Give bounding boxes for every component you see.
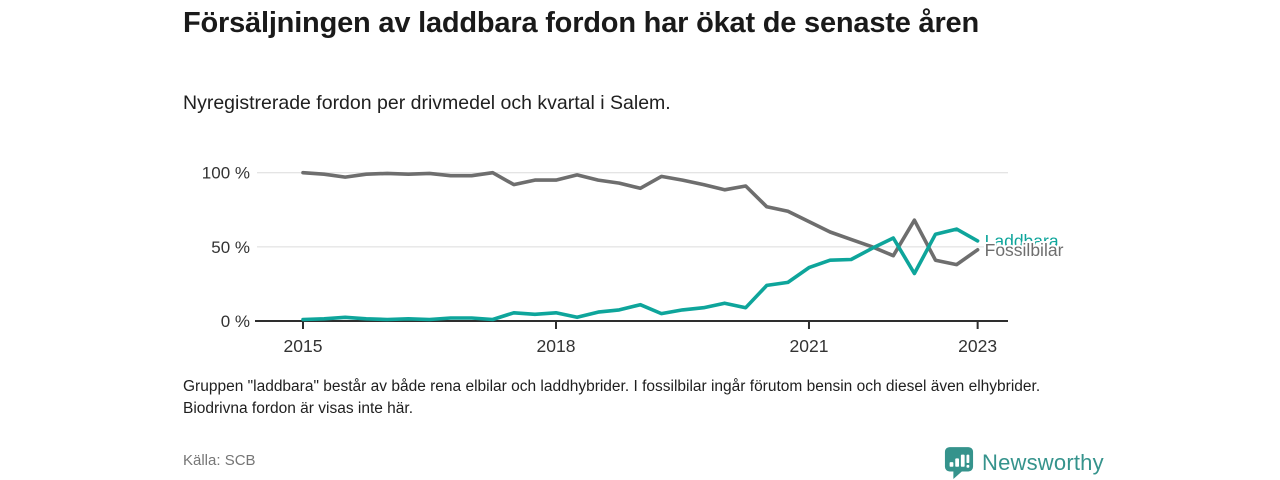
- x-tick-label: 2023: [958, 336, 997, 356]
- series-line-fossilbilar: [301, 170, 980, 267]
- bar-medium: [955, 458, 959, 467]
- newsworthy-wordmark: Newsworthy: [982, 450, 1104, 475]
- series-end-label-laddbara: Laddbara: [985, 231, 1059, 251]
- chart-subtitle: Nyregistrerade fordon per drivmedel och …: [183, 92, 671, 114]
- exclamation-dot: [966, 464, 970, 468]
- bar-small: [949, 462, 954, 467]
- x-tick-label: 2021: [790, 336, 829, 356]
- y-tick-label: 100 %: [202, 164, 250, 183]
- series-end-label-fossilbilar: Fossilbilar: [985, 240, 1064, 260]
- exclamation-stem: [966, 454, 970, 463]
- x-tick-label: 2018: [537, 336, 576, 356]
- series-line-laddbara: [301, 227, 980, 322]
- newsworthy-logo: Newsworthy: [944, 446, 1104, 480]
- bar-large: [960, 454, 965, 467]
- newsworthy-bubble-chart-icon: [944, 447, 974, 479]
- chart-footnote: Gruppen "laddbara" består av både rena e…: [183, 378, 1041, 417]
- x-tick-label: 2015: [284, 336, 323, 356]
- y-tick-label: 50 %: [211, 238, 250, 257]
- source-label: Källa: SCB: [183, 452, 256, 469]
- y-tick-label: 0 %: [221, 312, 250, 331]
- chart-title: Försäljningen av laddbara fordon har öka…: [183, 7, 979, 39]
